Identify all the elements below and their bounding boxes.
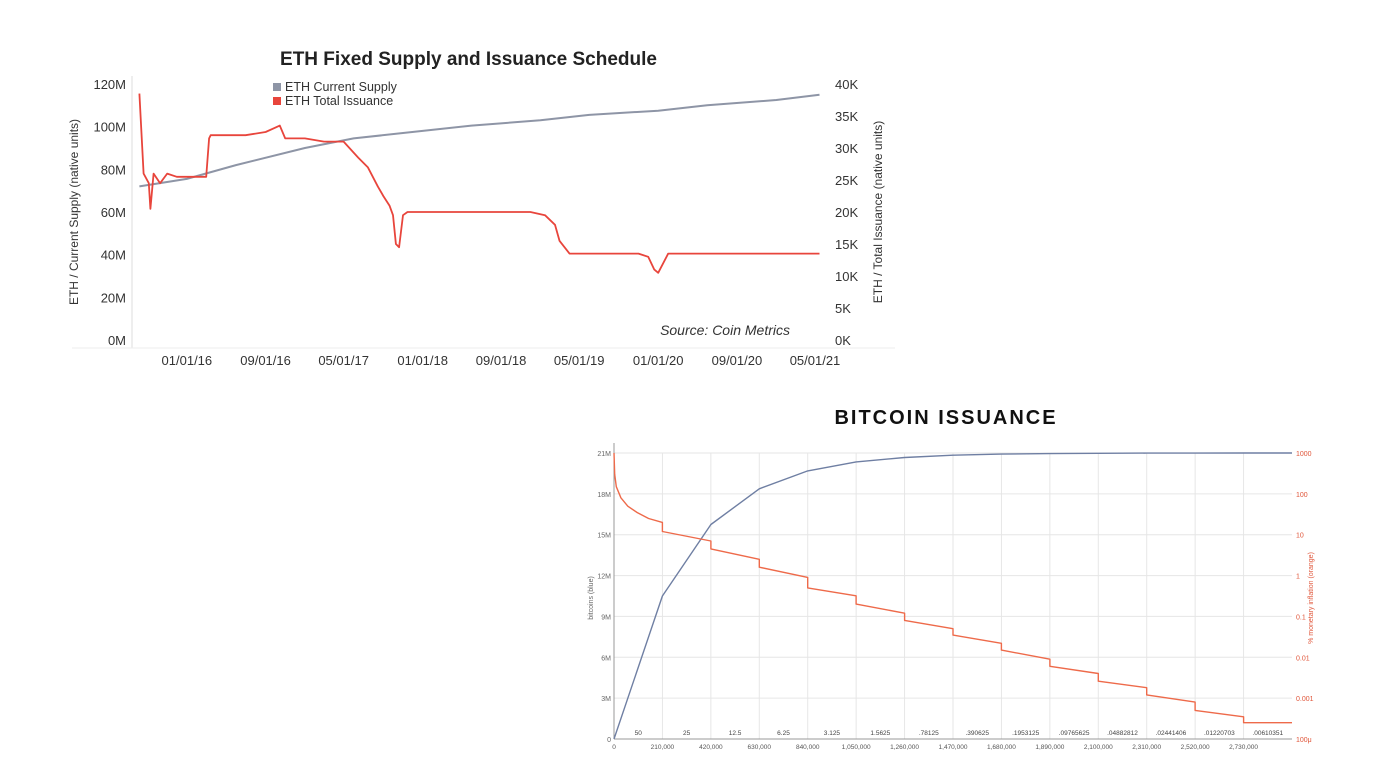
x-tick-label: 630,000 [748,744,772,751]
y-left-tick-label: 21M [597,451,611,458]
x-tick-label: 210,000 [651,744,675,751]
y-right-axis-label: % monetary inflation (orange) [1308,552,1315,644]
block-reward-label: 25 [683,730,691,737]
y-left-tick-label: 40M [101,248,126,263]
block-reward-label: .00610351 [1252,730,1283,737]
block-reward-label: .78125 [919,730,939,737]
source-note: Source: Coin Metrics [660,322,790,338]
block-reward-label: .01220703 [1204,730,1235,737]
block-reward-label: .09765625 [1059,730,1090,737]
x-tick-label: 05/01/17 [318,353,369,368]
y-right-tick-label: 0.01 [1296,655,1310,662]
block-reward-label: 3.125 [824,730,841,737]
x-tick-label: 2,310,000 [1132,744,1161,751]
x-tick-label: 1,050,000 [842,744,871,751]
x-tick-label: 1,470,000 [939,744,968,751]
x-tick-label: 840,000 [796,744,820,751]
y-right-tick-label: 10 [1296,533,1304,540]
y-right-tick-label: 0.1 [1296,614,1306,621]
x-tick-label: 0 [612,744,616,751]
x-tick-label: 09/01/18 [476,353,527,368]
series-line-total-issuance [138,93,820,274]
x-tick-label: 09/01/16 [240,353,291,368]
x-tick-label: 09/01/20 [712,353,763,368]
block-reward-label: .04882812 [1107,730,1138,737]
btc-chart-svg: BITCOIN ISSUANCE 0 3M 6M 9M 12M 15M 18M 21M 0 210,… [588,407,1315,751]
eth-supply-chart: ETH Fixed Supply and Issuance Schedule 0M… [60,40,920,380]
block-reward-label: .02441406 [1156,730,1187,737]
y-right-tick-label: 0.001 [1296,696,1314,703]
y-left-axis-label: ETH / Current Supply (native units) [67,119,81,305]
x-tick-label: 420,000 [699,744,723,751]
y-right-tick-label: 100 [1296,492,1308,499]
y-right-tick-label: 100μ [1296,737,1312,744]
block-reward-label: .1953125 [1012,730,1039,737]
y-left-tick-label: 80M [101,162,126,177]
y-right-tick-label: 1 [1296,574,1300,581]
legend-label: ETH Current Supply [285,80,398,94]
y-right-tick-label: 30K [835,141,858,156]
x-tick-label: 05/01/21 [790,353,841,368]
bitcoin-issuance-chart: BITCOIN ISSUANCE 0 3M 6M 9M 12M 15M 18M 21M 0 210,… [580,398,1320,768]
y-right-tick-label: 10K [835,269,858,284]
y-left-tick-label: 100M [93,120,126,135]
y-right-tick-label: 15K [835,237,858,252]
block-reward-label: .390625 [965,730,989,737]
block-reward-label: 6.25 [777,730,790,737]
y-right-axis-label: ETH / Total Issuance (native units) [871,121,885,304]
y-right-tick-label: 5K [835,301,851,316]
x-tick-label: 01/01/18 [397,353,448,368]
y-right-tick-label: 20K [835,205,858,220]
eth-chart-svg: ETH Fixed Supply and Issuance Schedule 0M… [67,49,895,368]
y-left-tick-label: 0M [108,333,126,348]
y-left-tick-label: 3M [601,696,611,703]
y-left-tick-label: 18M [597,492,611,499]
series-line-bitcoin-supply [613,452,1292,740]
y-left-tick-label: 60M [101,205,126,220]
series-line-current-supply [139,93,820,188]
x-tick-label: 2,730,000 [1229,744,1258,751]
legend-label: ETH Total Issuance [285,94,393,108]
x-tick-label: 05/01/19 [554,353,605,368]
legend-swatch [273,83,281,91]
legend-swatch [273,97,281,105]
y-right-tick-label: 25K [835,173,858,188]
x-tick-label: 1,260,000 [890,744,919,751]
y-right-tick-label: 35K [835,109,858,124]
chart-title: ETH Fixed Supply and Issuance Schedule [280,49,657,70]
y-left-tick-label: 0 [607,737,611,744]
chart-title: BITCOIN ISSUANCE [834,407,1057,429]
y-left-tick-label: 6M [601,655,611,662]
y-left-tick-label: 15M [597,533,611,540]
y-left-tick-label: 9M [601,614,611,621]
y-left-tick-label: 20M [101,290,126,305]
y-right-tick-label: 1000 [1296,451,1312,458]
x-tick-label: 2,520,000 [1181,744,1210,751]
x-tick-label: 01/01/16 [162,353,213,368]
block-reward-label: 1.5625 [870,730,890,737]
y-right-tick-label: 40K [835,77,858,92]
x-tick-label: 01/01/20 [633,353,684,368]
x-tick-label: 1,890,000 [1035,744,1064,751]
y-left-tick-label: 120M [93,77,126,92]
y-left-axis-label: bitcoins (blue) [588,576,595,620]
block-reward-label: 12.5 [729,730,742,737]
series-line-monetary-inflation [613,452,1292,724]
x-tick-label: 2,100,000 [1084,744,1113,751]
block-reward-label: 50 [635,730,643,737]
y-right-tick-label: 0K [835,333,851,348]
y-left-tick-label: 12M [597,574,611,581]
x-tick-label: 1,680,000 [987,744,1016,751]
